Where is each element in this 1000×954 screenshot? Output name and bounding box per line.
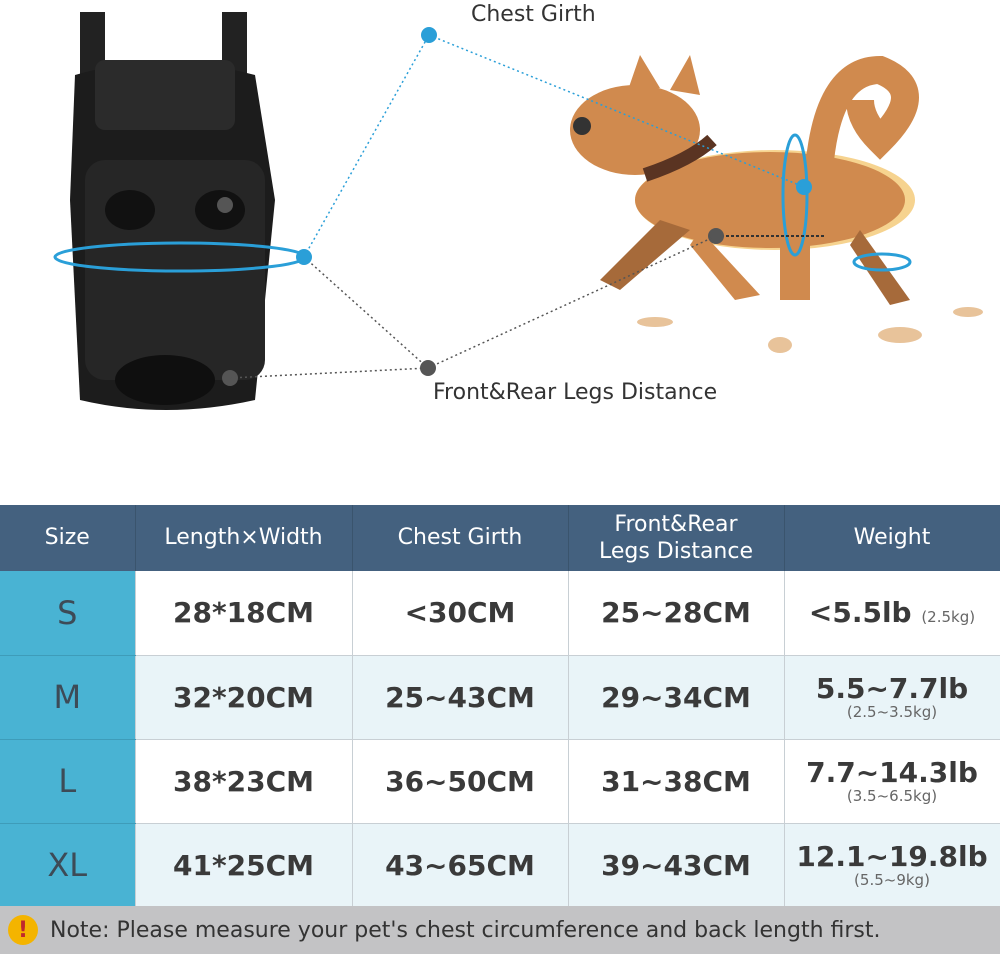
table-row: M 32*20CM 25~43CM 29~34CM 5.5~7.7lb (2.5~… [0,655,1000,740]
chest-girth-label: Chest Girth [471,2,596,27]
weight-lb: 7.7~14.3lb [806,756,978,790]
table-row: XL 41*25CM 43~65CM 39~43CM 12.1~19.8lb (5… [0,823,1000,908]
legs-cell: 29~34CM [568,655,785,740]
header-size: Size [0,505,136,571]
weight-cell: 12.1~19.8lb (5.5~9kg) [784,823,1000,908]
illustration-svg [53,12,983,410]
dog-illustration [570,55,919,305]
table-row: L 38*23CM 36~50CM 31~38CM 7.7~14.3lb (3.5… [0,739,1000,824]
chest-cell: 36~50CM [352,739,569,824]
size-cell: M [0,655,136,740]
legs-distance-label: Front&Rear Legs Distance [433,380,718,405]
weight-lb: 12.1~19.8lb [796,840,988,874]
weight-kg: (3.5~6.5kg) [846,786,938,805]
weight-kg: (2.5~3.5kg) [846,702,938,721]
pet-carrier-backpack-image [53,12,307,410]
weight-cell: 5.5~7.7lb (2.5~3.5kg) [784,655,1000,740]
weight-kg: (5.5~9kg) [854,870,930,889]
weight-kg: (2.5kg) [921,608,976,627]
header-length-width: Length×Width [135,505,353,571]
chest-cell: 25~43CM [352,655,569,740]
size-chart-table: Size Length×Width Chest Girth Front&Rear… [0,505,1000,908]
note-text: Note: Please measure your pet's chest ci… [50,917,881,943]
length-width-cell: 32*20CM [135,655,353,740]
legs-cell: 31~38CM [568,739,785,824]
size-cell: S [0,571,136,656]
weight-cell: <5.5lb (2.5kg) [784,571,1000,656]
chest-cell: <30CM [352,571,569,656]
length-width-cell: 28*18CM [135,571,353,656]
legs-cell: 39~43CM [568,823,785,908]
length-width-cell: 41*25CM [135,823,353,908]
length-width-cell: 38*23CM [135,739,353,824]
table-row: S 28*18CM <30CM 25~28CM <5.5lb (2.5kg) [0,571,1000,656]
legs-cell: 25~28CM [568,571,785,656]
weight-cell: 7.7~14.3lb (3.5~6.5kg) [784,739,1000,824]
chest-cell: 43~65CM [352,823,569,908]
header-legs-distance: Front&Rear Legs Distance [568,505,785,571]
header-chest-girth: Chest Girth [352,505,569,571]
size-cell: XL [0,823,136,908]
warning-icon: ! [8,915,38,945]
product-illustration: Chest Girth Front&Rear Legs Distance [53,2,983,410]
note-bar: ! Note: Please measure your pet's chest … [0,906,1000,954]
size-cell: L [0,739,136,824]
header-weight: Weight [784,505,1000,571]
weight-lb: 5.5~7.7lb [815,672,969,706]
table-header-row: Size Length×Width Chest Girth Front&Rear… [0,505,1000,571]
paw-prints [637,307,983,353]
weight-lb: <5.5lb [808,596,912,630]
